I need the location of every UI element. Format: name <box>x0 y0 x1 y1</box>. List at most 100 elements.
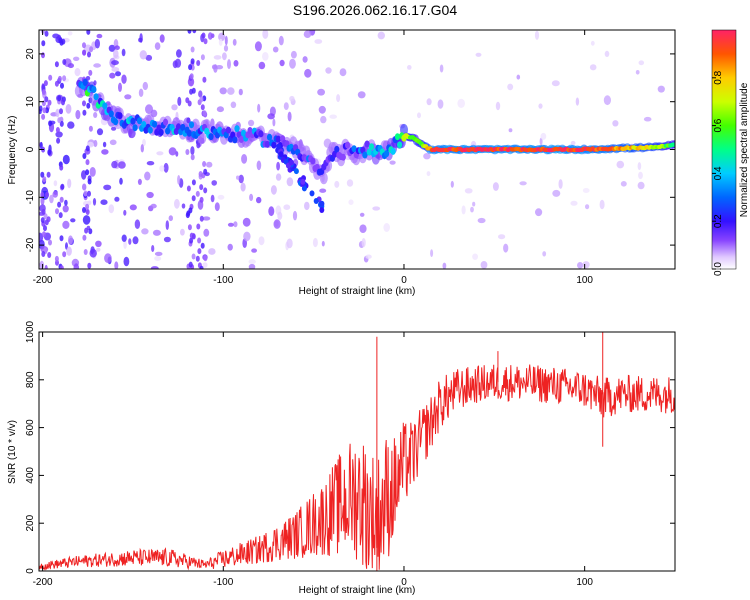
spectrogram-speckle <box>146 191 154 199</box>
spectrogram-streak <box>196 142 201 149</box>
snr-y-tick-label: 800 <box>25 371 36 388</box>
spectrogram-speckle <box>389 160 396 165</box>
spectrogram-speckle <box>140 144 144 153</box>
spectrogram-speckle <box>118 161 126 169</box>
spectrogram-streak <box>84 227 89 234</box>
spectrogram-streak <box>85 159 90 166</box>
spectrogram-streak <box>88 228 93 235</box>
spectrogram-speckle <box>124 94 132 100</box>
spectrogram-speckle <box>224 35 228 46</box>
spectrogram-streak <box>43 80 48 87</box>
spectrogram-speckle <box>582 261 590 269</box>
spectrogram-speckle <box>638 171 643 180</box>
spectrogram-speckle <box>348 199 354 205</box>
spectrogram-streak <box>47 99 52 106</box>
spectrogram-speckle <box>283 102 289 110</box>
snr-y-axis-label: SNR (10 * v/v) <box>7 420 18 484</box>
spectrogram-speckle <box>314 39 323 44</box>
spectrogram-speckle <box>359 224 367 233</box>
spectrogram-speckle <box>283 204 291 210</box>
spectrogram-streak <box>43 213 48 220</box>
spectrogram-speckle <box>82 215 91 225</box>
spectrogram-speckle <box>423 153 431 160</box>
spectrogram-streak <box>41 251 46 257</box>
spectrogram-speckle <box>137 178 142 185</box>
spectrogram-speckle <box>154 42 161 50</box>
spectrogram-speckle <box>267 113 275 120</box>
spectrogram-speckle <box>181 203 186 209</box>
spectrogram-speckle <box>372 206 381 211</box>
spectrogram-branch-cell <box>301 185 307 192</box>
spectrogram-speckle <box>101 149 109 155</box>
spectrogram-speckle <box>151 245 155 252</box>
spectrogram-streak <box>197 237 202 244</box>
spectrogram-ridge-cell <box>108 110 114 118</box>
spectrogram-speckle <box>457 98 466 108</box>
spectrogram-streak <box>41 40 46 47</box>
spectrogram-speckle <box>67 63 74 69</box>
spectrogram-speckle <box>123 256 130 267</box>
spectrogram-speckle <box>477 217 486 224</box>
spectrogram-y-tick-label: 10 <box>25 96 36 108</box>
spectrogram-speckle <box>272 118 276 127</box>
spectrogram-streak <box>83 249 88 255</box>
spectrogram-speckle <box>68 235 73 245</box>
spectrogram-speckle <box>290 50 297 59</box>
spectrogram-speckle <box>202 262 208 268</box>
spectrogram-streak <box>62 59 67 65</box>
spectrogram-streak <box>190 154 195 161</box>
spectrogram-branch-cell <box>289 159 294 166</box>
spectrogram-speckle <box>113 49 119 59</box>
spectrogram-ridge-cell <box>264 140 270 148</box>
spectrogram-ridge-cell <box>162 118 169 126</box>
spectrogram-speckle <box>168 147 177 156</box>
spectrogram-speckle <box>73 56 80 61</box>
spectrogram-speckle <box>206 161 213 168</box>
spectrogram-speckle <box>52 191 58 198</box>
spectrogram-streak <box>48 239 52 246</box>
spectrogram-streak <box>59 265 64 269</box>
spectrogram-speckle <box>232 38 237 46</box>
spectrogram-streak <box>201 32 206 39</box>
spectrogram-ridge-cell <box>93 93 99 101</box>
spectrogram-speckle <box>275 173 282 181</box>
spectrogram-streak <box>59 235 64 242</box>
spectrogram-speckle <box>121 48 126 57</box>
spectrogram-speckle <box>292 210 298 221</box>
spectrogram-speckle <box>174 198 180 209</box>
snr-series-line <box>39 364 675 571</box>
spectrogram-speckle <box>159 165 165 172</box>
spectrogram-streak <box>55 208 59 215</box>
spectrogram-streak <box>87 178 92 185</box>
spectrogram-speckle <box>472 201 476 207</box>
spectrogram-streak <box>203 38 208 45</box>
spectrogram-speckle <box>111 60 119 66</box>
spectrogram-streak <box>58 37 63 44</box>
spectrogram-speckle <box>218 38 223 46</box>
colorbar-tick-label: 0.8 <box>713 70 724 84</box>
spectrogram-speckle <box>82 183 87 191</box>
spectrogram-speckle <box>111 160 118 169</box>
spectrogram-streak <box>41 113 46 120</box>
spectrogram-speckle <box>286 177 294 187</box>
spectrogram-streak <box>85 145 90 152</box>
figure-title: S196.2026.062.16.17.G04 <box>292 2 458 18</box>
spectrogram-speckle <box>551 80 560 87</box>
spectrogram-ridge-cell <box>188 121 195 129</box>
spectrogram-speckle <box>256 196 262 204</box>
spectrogram-streak <box>186 185 191 192</box>
spectrogram-speckle <box>437 99 444 109</box>
colorbar-tick-label: 0.4 <box>713 166 724 180</box>
spectrogram-speckle <box>66 246 72 256</box>
snr-frame <box>38 331 676 572</box>
spectrogram-streak <box>195 190 200 197</box>
spectrogram-speckle <box>219 87 227 95</box>
spectrogram-speckle <box>317 88 325 96</box>
spectrogram-speckle <box>213 64 218 73</box>
spectrogram-streak <box>59 164 64 171</box>
spectrogram-speckle <box>258 236 265 246</box>
spectrogram-streak <box>189 237 194 244</box>
spectrogram-speckle <box>361 238 366 248</box>
spectrogram-speckle <box>123 240 127 249</box>
spectrogram-speckle <box>44 264 48 269</box>
